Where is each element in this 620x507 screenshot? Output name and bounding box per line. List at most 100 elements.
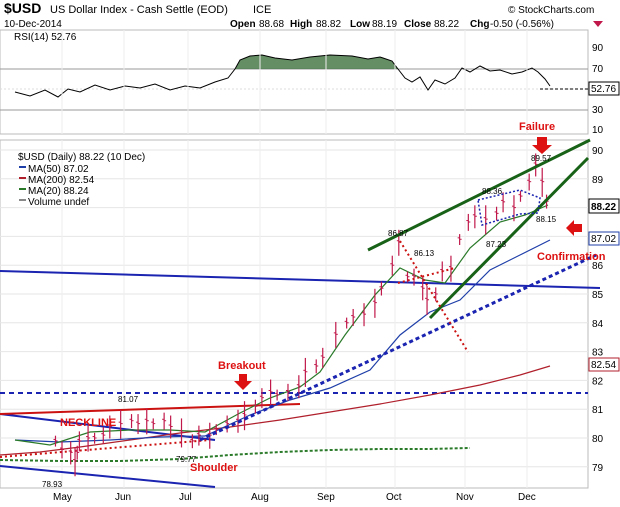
ohlc-bar — [75, 445, 80, 460]
rsi-tick-label: 30 — [592, 105, 604, 116]
legend-swatch — [19, 188, 26, 190]
point-label: 86.87 — [388, 229, 409, 238]
wedge-upper-line — [367, 138, 591, 252]
chg-value: -0.50 (-0.56%) — [490, 19, 554, 30]
neckline-label: NECKLINE — [60, 417, 116, 429]
rising-trendline — [199, 253, 597, 442]
rsi-value: 52.76 — [591, 84, 616, 95]
ohlc-bar — [73, 447, 78, 477]
chg-label: Chg — [470, 19, 489, 30]
copyright: © StockCharts.com — [508, 5, 594, 16]
rsi-tick-label: 90 — [592, 43, 604, 54]
ohlc-bar — [253, 399, 258, 414]
flag-line-1 — [399, 240, 469, 353]
ma50-value-box — [588, 231, 620, 246]
ohlc-bar — [344, 317, 349, 329]
legend-label: MA(20) 88.24 — [28, 186, 89, 197]
ohlc-bar — [275, 389, 280, 401]
pennant-outline — [477, 189, 541, 226]
neckline — [0, 403, 301, 415]
price-panel: Failure Confirmation Breakout NECKLINE S… — [0, 30, 620, 503]
ohlc-bar — [151, 418, 156, 430]
ohlc-bar — [259, 388, 264, 409]
ohlc-bar — [466, 213, 471, 231]
ohlc-bar — [162, 412, 167, 430]
breakout-arrow-icon — [234, 374, 252, 390]
ohlc-bar — [107, 415, 112, 439]
month-tick-label: Nov — [456, 492, 474, 503]
price-frame — [0, 139, 589, 489]
ohlc-bar — [196, 425, 201, 446]
ohlc-bar — [101, 427, 106, 444]
point-label: 88.36 — [482, 187, 503, 196]
ohlc-bar — [483, 205, 488, 235]
price-tick-label: 80 — [592, 434, 604, 445]
long-trendline — [0, 270, 601, 289]
ohlc-bar — [136, 414, 141, 435]
month-tick-label: Sep — [317, 492, 335, 503]
month-tick-label: Jul — [179, 492, 192, 503]
ohlc-bar — [472, 205, 477, 229]
month-tick-label: May — [53, 492, 72, 503]
price-tick-label: 84 — [592, 319, 604, 330]
rsi-line — [14, 54, 551, 98]
ohlc-bar — [303, 357, 308, 387]
ohlc-bar — [501, 192, 506, 213]
legend-label: MA(200) 82.54 — [28, 175, 95, 186]
legend-item: MA(50) 87.02 — [19, 164, 89, 175]
ohlc-bar — [285, 383, 290, 401]
ohlc-bar — [457, 234, 462, 245]
ohlc-bar — [362, 303, 367, 327]
symbol: $USD — [4, 0, 41, 16]
ohlc-readout: Open 88.68 High 88.82 Low 88.19 Close 88… — [230, 19, 554, 30]
price-tick-label: 89 — [592, 175, 604, 186]
high-value: 88.82 — [316, 19, 341, 30]
ohlc-bar — [379, 281, 384, 296]
close-value: 88.22 — [434, 19, 459, 30]
ohlc-bar — [168, 415, 173, 439]
point-label: 88.15 — [536, 215, 557, 224]
channel-upper-line — [0, 413, 216, 441]
point-label: 78.93 — [42, 480, 63, 489]
ohlc-bar — [118, 409, 123, 439]
failure-label: Failure — [519, 121, 555, 133]
point-label: 89.57 — [531, 154, 552, 163]
ohlc-bar — [433, 287, 438, 302]
rsi-panel: RSI(14) 52.76 9070503010 52.76 — [0, 29, 620, 136]
breakout-label: Breakout — [218, 360, 266, 372]
legend-item: Volume undef — [19, 197, 89, 208]
confirmation-label: Confirmation — [537, 251, 606, 263]
ohlc-bar — [372, 288, 377, 318]
ohlc-bar — [77, 431, 82, 452]
instrument-name: US Dollar Index - Cash Settle (EOD) — [50, 4, 228, 16]
ohlc-bar — [53, 435, 58, 447]
ohlc-bar — [405, 271, 410, 283]
ohlc-bar — [60, 441, 64, 459]
month-tick-label: Jun — [115, 492, 131, 503]
close-label: Close — [404, 19, 432, 30]
ohlc-bar — [320, 347, 325, 368]
low-value: 88.19 — [372, 19, 397, 30]
ohlc-bar — [333, 321, 338, 348]
point-labels: 78.93 81.07 79.77 86.87 86.13 89.57 88.36 88.15… — [42, 154, 557, 489]
ohlc-bar — [86, 425, 91, 452]
point-label: 86.13 — [414, 249, 435, 258]
month-tick-label: Oct — [386, 492, 402, 503]
last-value-boxes: 88.22 87.02 82.54 — [588, 198, 620, 372]
open-value: 88.68 — [259, 19, 284, 30]
price-tick-label: 81 — [592, 405, 604, 416]
price-axis: 798081828384858687888990 — [592, 146, 604, 474]
point-label: 87.23 — [486, 240, 507, 249]
shoulder-label: Shoulder — [190, 462, 238, 474]
month-grid — [61, 30, 528, 488]
legend-label: MA(50) 87.02 — [28, 164, 89, 175]
rsi-value-box — [588, 81, 620, 96]
ma50-line — [14, 239, 551, 443]
legend-swatch — [19, 199, 26, 201]
open-label: Open — [230, 19, 256, 30]
legend-label: Volume undef — [28, 197, 89, 208]
ohlc-bar — [268, 379, 273, 406]
ohlc-bar — [518, 190, 523, 202]
